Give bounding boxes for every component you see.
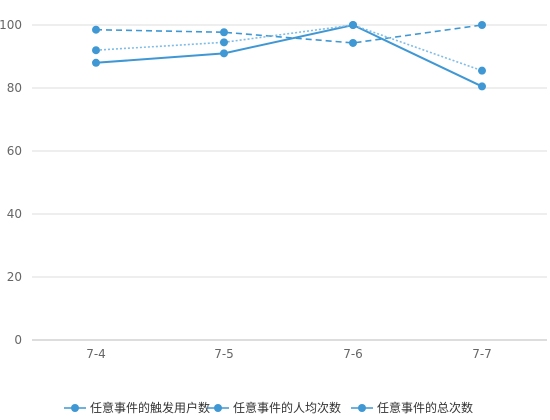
data-point [92,25,100,34]
x-axis-ticks: 7-4 7-5 7-6 7-7 [86,347,492,361]
data-point [220,28,228,37]
legend-marker-icon [358,404,366,412]
y-tick-label: 40 [7,207,22,221]
series-3 [92,21,486,75]
series-line [95,23,483,88]
data-point [349,38,357,47]
legend-marker-icon [214,404,222,412]
data-point [220,49,228,58]
data-point [478,82,486,91]
y-tick-label: 60 [7,144,22,158]
y-tick-label: 80 [7,81,22,95]
series-2 [92,21,486,47]
legend-item-1[interactable]: 任意事件的触发用户数 [64,400,210,415]
data-point [478,21,486,29]
series-line [95,24,483,44]
grid-lines [32,24,547,341]
series-lines [92,21,486,91]
legend-item-3[interactable]: 任意事件的总次数 [351,400,473,415]
data-point [478,66,486,75]
data-point [92,46,100,55]
data-point [220,38,228,47]
legend-label: 任意事件的触发用户数 [90,400,210,415]
x-tick-label: 7-4 [86,347,106,361]
y-tick-label: 100 [0,18,22,32]
y-tick-label: 0 [14,333,22,347]
legend-label: 任意事件的人均次数 [233,400,341,415]
series-line [95,24,483,72]
x-tick-label: 7-5 [214,347,234,361]
legend[interactable]: 任意事件的触发用户数 任意事件的人均次数 任意事件的总次数 [64,400,473,415]
data-point [92,58,100,67]
legend-marker-icon [71,404,79,412]
legend-label: 任意事件的总次数 [377,400,473,415]
y-tick-label: 20 [7,270,22,284]
y-axis-ticks: 0 20 40 60 80 100 [0,18,22,347]
legend-item-2[interactable]: 任意事件的人均次数 [207,400,341,415]
data-point [349,21,357,29]
x-tick-label: 7-7 [472,347,492,361]
x-tick-label: 7-6 [343,347,363,361]
